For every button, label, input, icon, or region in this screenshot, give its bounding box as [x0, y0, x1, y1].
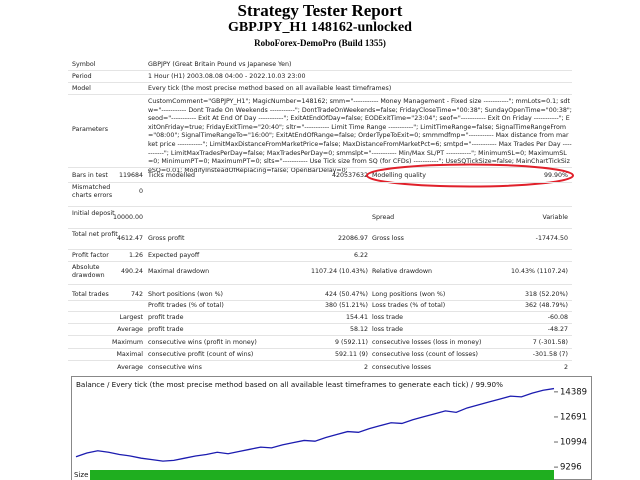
stat-label: profit trade [148, 326, 184, 333]
stat-value: 742 [130, 291, 143, 298]
size-strip [72, 470, 554, 480]
stat-value: 99.90% [543, 172, 568, 179]
stat-value: 0 [138, 188, 143, 195]
stat-label: Total net profit [72, 231, 118, 238]
stat-value: 424 (50.47%) [325, 291, 368, 298]
stat-label: Average [117, 364, 143, 371]
stat-label: Loss trades (% of total) [372, 302, 446, 309]
y-tick-label: 10994 [560, 438, 587, 448]
stat-label: Maximal drawdown [148, 268, 210, 275]
stat-value: 380 (51.21%) [325, 302, 368, 309]
stat-label: Mismatched charts errors [72, 184, 113, 199]
stat-label: consecutive losses (loss in money) [372, 339, 482, 346]
stat-label: Maximal [116, 351, 143, 358]
report-subtitle: GBPJPY_H1 148162-unlocked [228, 20, 412, 35]
stat-label: Initial deposit [72, 210, 115, 217]
stat-value: -301.58 (7) [532, 351, 568, 358]
stat-label: consecutive profit (count of wins) [148, 351, 254, 358]
stat-value: 10000.00 [112, 214, 143, 221]
chart-frame [71, 376, 592, 480]
stat-label: Gross profit [148, 235, 185, 242]
stat-label: Long positions (won %) [372, 291, 446, 298]
stat-value: 362 (48.79%) [525, 302, 568, 309]
stat-label: consecutive wins (profit in money) [148, 339, 257, 346]
stat-value: 2 [563, 364, 568, 371]
info-value: Every tick (the most precise method base… [148, 85, 392, 92]
y-tick-label: 9296 [560, 463, 582, 473]
stat-label: Absolute drawdown [72, 264, 105, 279]
stat-label: profit trade [148, 314, 184, 321]
stat-value: 2 [363, 364, 368, 371]
y-tick-label: 14389 [560, 387, 587, 397]
stat-value: Variable [542, 214, 569, 221]
stat-value: 9 (592.11) [335, 339, 368, 346]
info-value: 1 Hour (H1) 2003.08.08 04:00 - 2022.10.0… [148, 73, 306, 80]
report-server: RoboForex-DemoPro (Build 1355) [254, 38, 386, 48]
stat-label: Maximum [111, 339, 143, 346]
stat-value: 592.11 (9) [335, 351, 368, 358]
stat-label: consecutive wins [148, 364, 202, 371]
chart-title: Balance / Every tick (the most precise m… [76, 380, 503, 389]
info-label: Period [72, 73, 92, 80]
stat-label: Ticks modelled [148, 172, 196, 179]
stat-value: 4612.47 [116, 235, 143, 242]
parameters-text: CustomComment="GBPJPY_H1"; MagicNumber=1… [148, 98, 572, 174]
stat-value: -17474.50 [535, 235, 568, 242]
stat-value: 119684 [118, 172, 143, 179]
stat-label: Expected payoff [148, 252, 200, 259]
stat-label: loss trade [372, 326, 403, 333]
stat-value: 318 (52.20%) [525, 291, 568, 298]
stat-label: Spread [372, 214, 395, 221]
stat-label: Profit factor [72, 252, 109, 259]
stat-label: loss trade [372, 314, 403, 321]
stat-value: 58.12 [349, 326, 368, 333]
size-label-bg [72, 470, 90, 480]
stat-label: Bars in test [72, 172, 108, 179]
report-title: Strategy Tester Report [237, 1, 403, 20]
stat-value: 10.43% (1107.24) [511, 268, 568, 275]
stat-value: -48.27 [547, 326, 568, 333]
stat-value: 22086.97 [337, 235, 368, 242]
stat-label: Total trades [72, 291, 109, 298]
stat-value: 1.26 [128, 252, 143, 259]
stat-value: 1107.24 (10.43%) [311, 268, 368, 275]
stat-value: 6.22 [353, 252, 368, 259]
stat-label: consecutive losses [372, 364, 432, 371]
size-label: Size [74, 471, 88, 479]
stat-label: Modelling quality [372, 172, 426, 179]
stat-label: consecutive loss (count of losses) [372, 351, 478, 358]
info-label: Model [72, 85, 91, 92]
stat-value: 154.41 [345, 314, 368, 321]
stat-label: Profit trades (% of total) [148, 302, 224, 309]
stat-label: Short positions (won %) [148, 291, 224, 298]
stat-label: Average [117, 326, 143, 333]
stat-label: Relative drawdown [372, 268, 432, 275]
stat-value: 7 (-301.58) [532, 339, 568, 346]
stat-value: 490.24 [120, 268, 143, 275]
balance-line [75, 387, 555, 462]
stat-value: 420537632 [331, 172, 368, 179]
info-value: GBPJPY (Great Britain Pound vs Japanese … [148, 61, 292, 68]
stat-value: -60.08 [547, 314, 568, 321]
stat-label: Largest [119, 314, 143, 321]
stat-label: Gross loss [372, 235, 404, 242]
info-label: Symbol [72, 61, 96, 68]
highlight-ellipse [366, 163, 574, 188]
info-label: Parameters [72, 126, 109, 133]
y-tick-label: 12691 [560, 412, 587, 422]
